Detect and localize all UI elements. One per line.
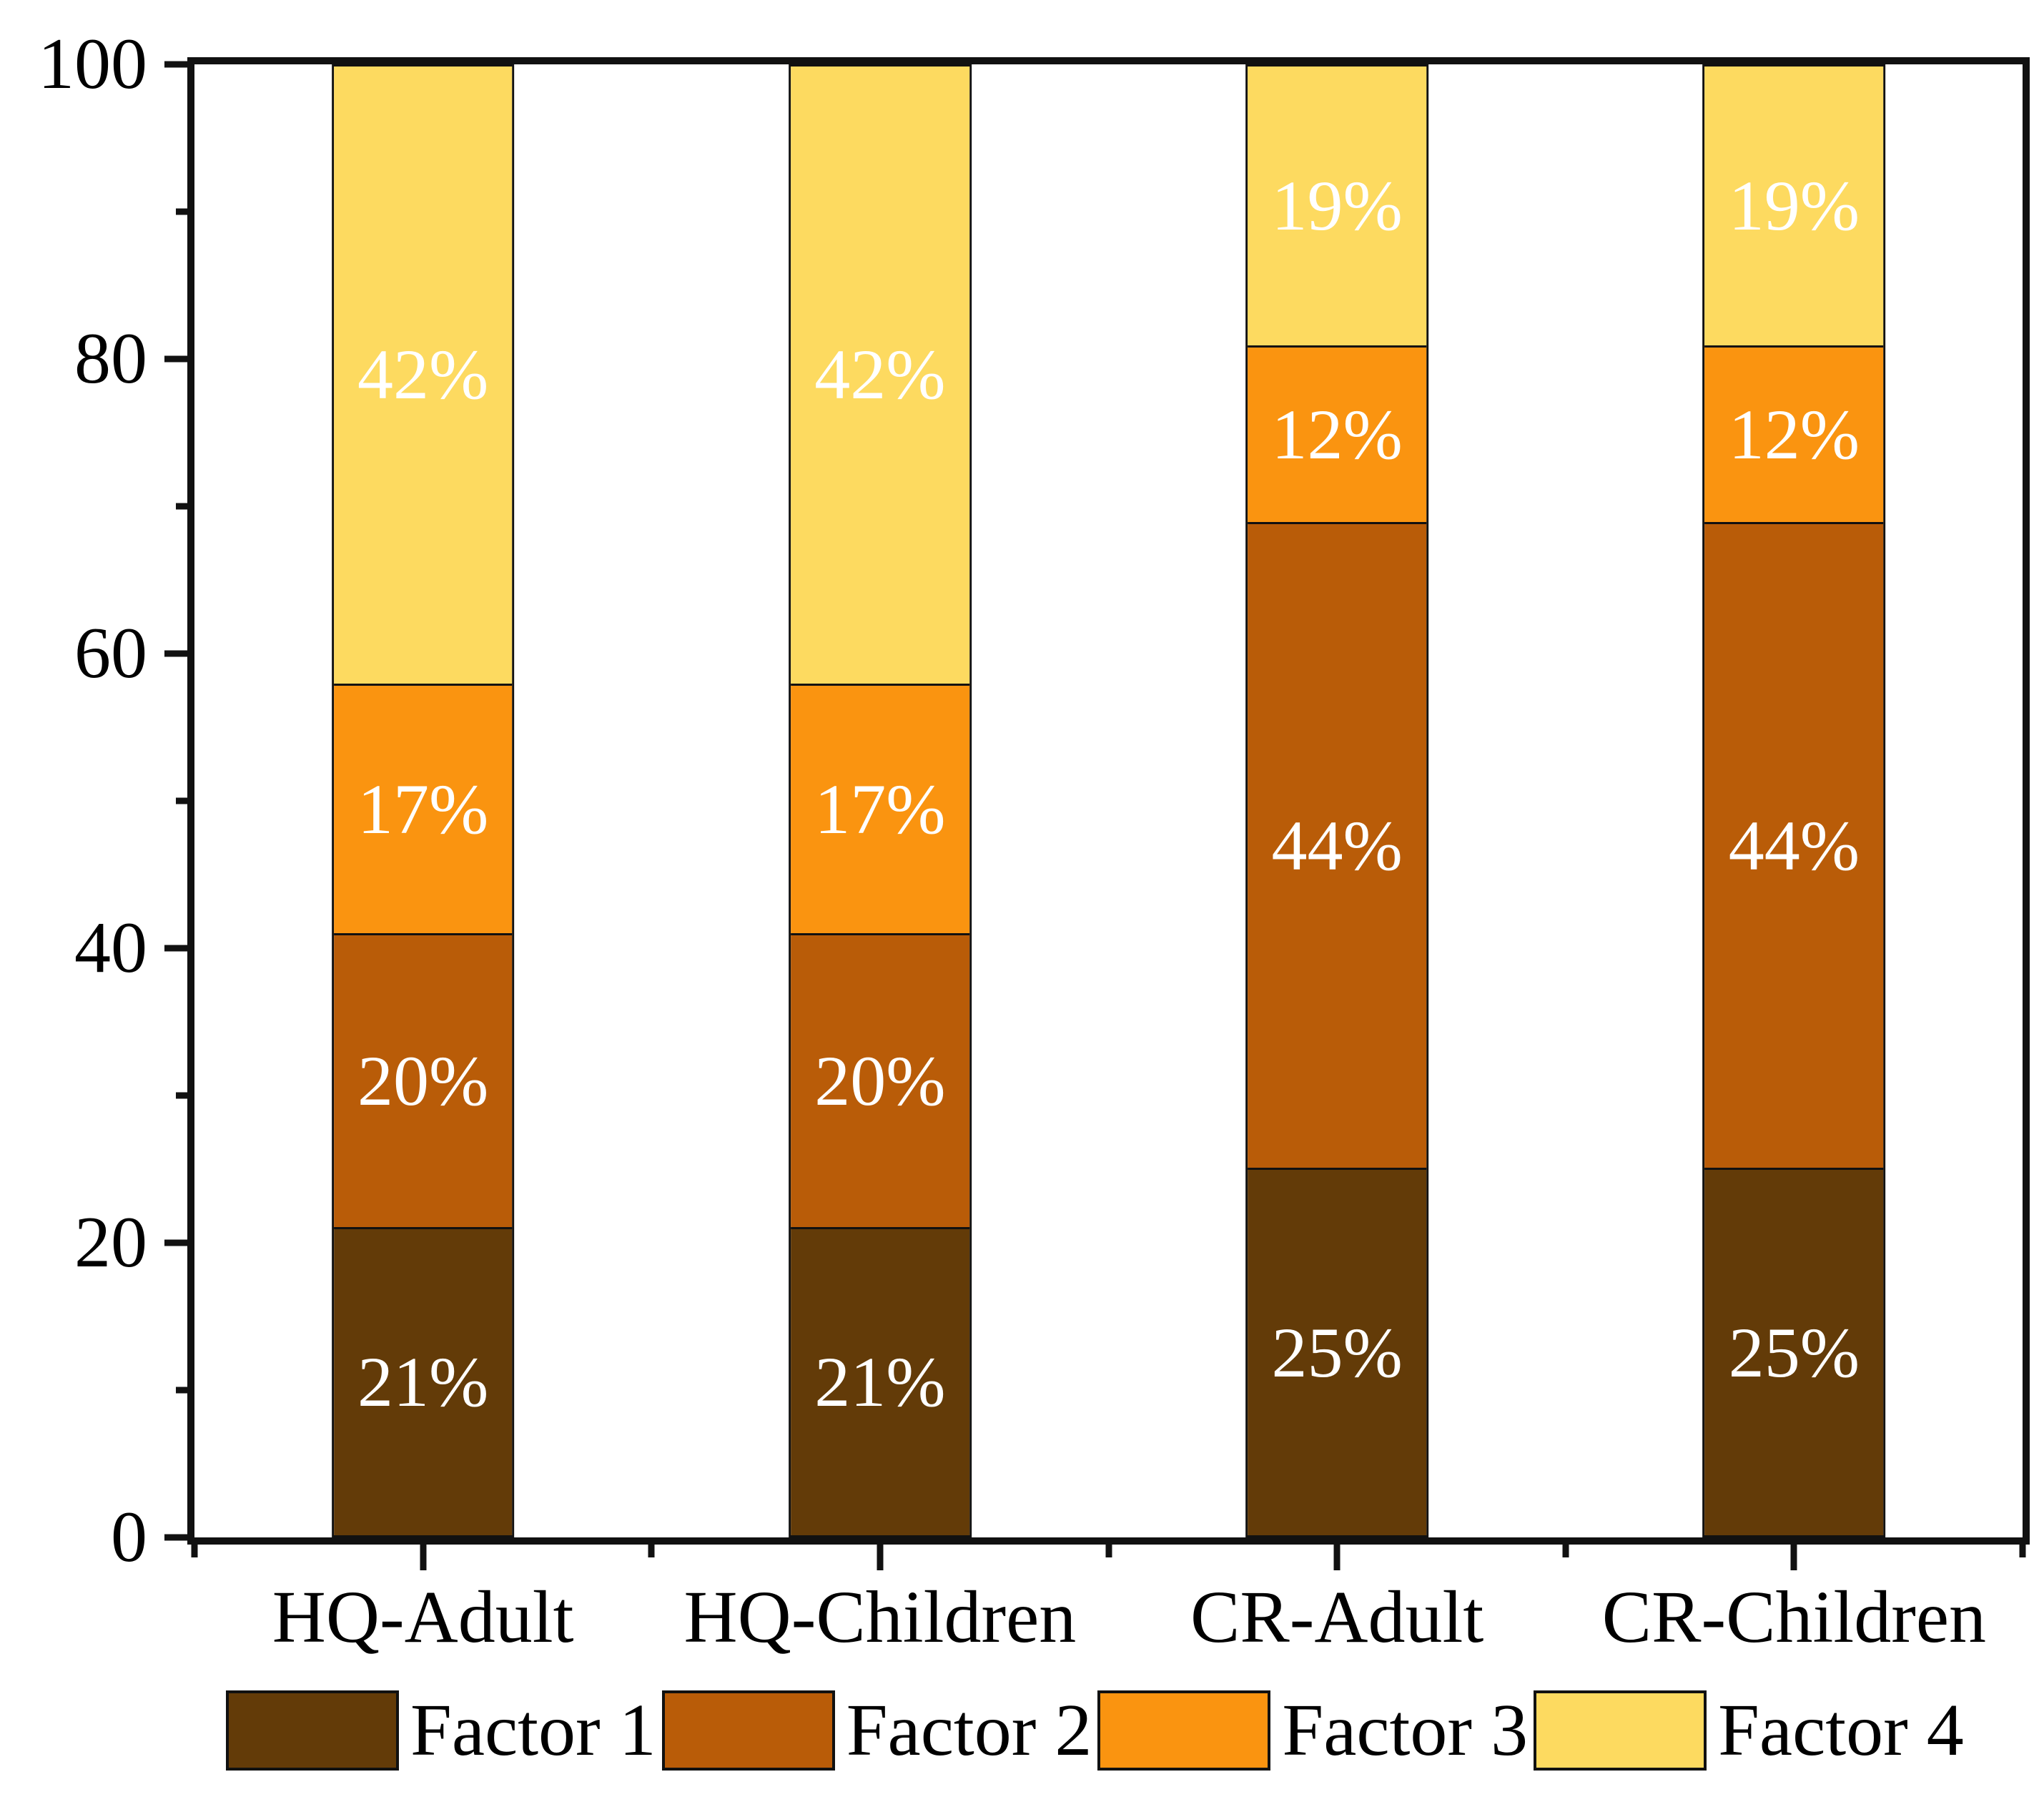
bar-cr-children: 19% 12% 44% 25% <box>1702 64 1886 1537</box>
category-cell-cr-children: 19% 12% 44% 25% <box>1566 64 2023 1537</box>
segment-factor-1-cr-adult: 25% <box>1248 1168 1426 1535</box>
segment-value-label: 25% <box>1271 1312 1403 1392</box>
x-axis-minor-tick <box>191 1537 198 1557</box>
segment-factor-2-hq-adult: 20% <box>333 932 513 1227</box>
y-axis-tick-label: 100 <box>38 24 147 104</box>
segment-value-label: 44% <box>1728 806 1860 886</box>
segment-value-label: 12% <box>1728 394 1860 474</box>
segment-factor-2-hq-children: 20% <box>791 932 969 1227</box>
bar-hq-adult: 42% 17% 20% 21% <box>331 64 515 1537</box>
segment-factor-4-cr-children: 19% <box>1704 67 1884 346</box>
segment-value-label: 19% <box>1728 166 1860 246</box>
segment-factor-3-cr-adult: 12% <box>1248 345 1426 522</box>
segment-value-label: 42% <box>357 335 489 415</box>
segment-factor-4-hq-adult: 42% <box>333 67 513 684</box>
segment-value-label: 19% <box>1271 166 1403 246</box>
bar-cr-adult: 19% 12% 44% 25% <box>1245 64 1428 1537</box>
plot-area: 0 20 40 60 80 100 42% 17% 20% 21% 42% 17% 20% 21% 19%… <box>38 28 2030 1658</box>
x-axis-major-tick <box>1790 1537 1797 1570</box>
y-axis-tick-label: 0 <box>111 1497 147 1577</box>
y-axis-major-tick <box>164 61 194 68</box>
segment-factor-4-hq-children: 42% <box>791 67 969 684</box>
y-axis-major-tick <box>164 1239 194 1246</box>
x-category-label-cr-adult: CR-Adult <box>1190 1576 1484 1658</box>
y-axis-major-tick <box>164 945 194 952</box>
y-axis-tick-label: 20 <box>74 1202 147 1283</box>
x-axis-minor-tick <box>648 1537 655 1557</box>
y-axis-tick-label: 40 <box>74 907 147 988</box>
x-axis-minor-tick <box>1105 1537 1112 1557</box>
category-cell-cr-adult: 19% 12% 44% 25% <box>1109 64 1566 1537</box>
legend-item-factor-2: Factor 2 <box>661 1689 1092 1771</box>
x-axis-minor-tick <box>2019 1537 2026 1557</box>
y-axis-tick-label: 60 <box>74 613 147 694</box>
legend-item-factor-1: Factor 1 <box>226 1690 656 1771</box>
segment-value-label: 20% <box>814 1040 946 1121</box>
y-axis-minor-tick <box>176 208 194 215</box>
x-axis-major-tick <box>877 1537 884 1570</box>
segment-factor-1-cr-children: 25% <box>1704 1168 1884 1535</box>
legend-swatch-factor-1 <box>226 1690 399 1771</box>
segment-factor-4-cr-adult: 19% <box>1248 67 1426 346</box>
legend: Factor 1 Factor 2 Factor 3 Factor 4 <box>226 1690 1970 1771</box>
legend-label-factor-1: Factor 1 <box>410 1689 656 1771</box>
legend-label-factor-3: Factor 3 <box>1282 1689 1529 1771</box>
bar-hq-children: 42% 17% 20% 21% <box>789 64 972 1537</box>
segment-value-label: 25% <box>1728 1312 1860 1392</box>
category-cell-hq-adult: 42% 17% 20% 21% <box>194 64 651 1537</box>
segment-value-label: 21% <box>814 1341 946 1422</box>
segment-value-label: 17% <box>814 769 946 849</box>
legend-item-factor-4: Factor 4 <box>1534 1690 1964 1771</box>
legend-item-factor-3: Factor 3 <box>1097 1690 1528 1771</box>
legend-label-factor-2: Factor 2 <box>846 1689 1092 1771</box>
y-axis-tick-label: 80 <box>74 318 147 399</box>
x-axis-major-tick <box>420 1537 427 1570</box>
segment-factor-1-hq-children: 21% <box>791 1226 969 1535</box>
x-category-label-cr-children: CR-Children <box>1601 1576 1987 1658</box>
y-axis-major-tick <box>164 650 194 657</box>
segment-factor-2-cr-children: 44% <box>1704 521 1884 1168</box>
segment-value-label: 17% <box>357 769 489 849</box>
y-axis-major-tick <box>164 355 194 363</box>
category-cell-hq-children: 42% 17% 20% 21% <box>651 64 1108 1537</box>
x-category-label-hq-adult: HQ-Adult <box>272 1576 574 1658</box>
segment-value-label: 20% <box>357 1040 489 1121</box>
segment-factor-3-hq-adult: 17% <box>333 683 513 933</box>
y-axis-minor-tick <box>176 1387 194 1394</box>
segment-value-label: 12% <box>1271 394 1403 474</box>
x-axis-major-tick <box>1333 1537 1341 1570</box>
legend-swatch-factor-4 <box>1534 1690 1707 1771</box>
segment-factor-3-hq-children: 17% <box>791 683 969 933</box>
segment-factor-1-hq-adult: 21% <box>333 1226 513 1535</box>
legend-label-factor-4: Factor 4 <box>1718 1689 1964 1771</box>
segment-value-label: 42% <box>814 335 946 415</box>
segment-factor-3-cr-children: 12% <box>1704 345 1884 522</box>
segment-factor-2-cr-adult: 44% <box>1248 521 1426 1168</box>
y-axis-major-tick <box>164 1534 194 1541</box>
legend-swatch-factor-3 <box>1097 1690 1271 1771</box>
y-axis-minor-tick <box>176 1092 194 1099</box>
y-axis-minor-tick <box>176 797 194 804</box>
x-axis-minor-tick <box>1562 1537 1569 1557</box>
legend-swatch-factor-2 <box>661 1690 835 1771</box>
segment-value-label: 21% <box>357 1341 489 1422</box>
x-category-label-hq-children: HQ-Children <box>683 1576 1077 1658</box>
segment-value-label: 44% <box>1271 806 1403 886</box>
y-axis-minor-tick <box>176 503 194 510</box>
